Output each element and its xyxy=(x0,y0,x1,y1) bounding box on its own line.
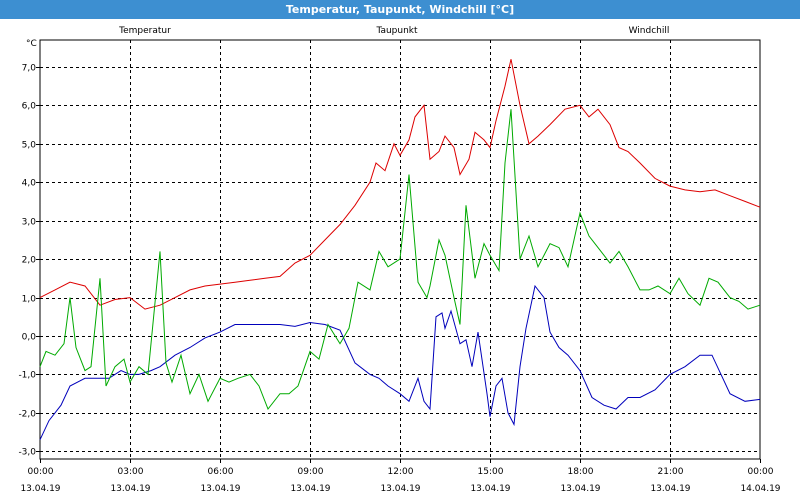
x-tick-time: 09:00 xyxy=(298,467,324,477)
x-tick-date: 13.04.19 xyxy=(290,484,330,494)
x-tick-date: 13.04.19 xyxy=(650,484,690,494)
legend-item-windchill: Windchill xyxy=(629,26,670,36)
x-tick-time: 12:00 xyxy=(388,467,414,477)
legend-item-temperatur: Temperatur xyxy=(118,26,171,36)
series-line-taupunkt xyxy=(39,284,761,441)
legend-item-taupunkt: Taupunkt xyxy=(375,26,418,36)
y-tick-label: -3,0 xyxy=(18,448,36,458)
x-tick-time: 03:00 xyxy=(118,467,144,477)
y-axis-label: °C xyxy=(26,39,37,49)
x-tick-date: 13.04.19 xyxy=(380,484,420,494)
x-tick-date: 13.04.19 xyxy=(560,484,600,494)
window-title: Temperatur, Taupunkt, Windchill [°C] xyxy=(0,0,800,19)
y-tick-label: 6,0 xyxy=(22,102,37,112)
x-tick-time: 15:00 xyxy=(478,467,504,477)
y-tick-label: -1,0 xyxy=(18,371,36,381)
y-tick-label: 1,0 xyxy=(22,295,37,305)
x-tick-date: 13.04.19 xyxy=(200,484,240,494)
y-tick-label: 0,0 xyxy=(22,333,37,343)
y-tick-label: 7,0 xyxy=(22,64,37,74)
y-tick-label: 2,0 xyxy=(22,256,37,266)
x-tick-date: 13.04.19 xyxy=(20,484,60,494)
series-line-windchill xyxy=(39,109,761,410)
x-tick-date: 13.04.19 xyxy=(110,484,150,494)
x-tick-time: 00:00 xyxy=(28,467,54,477)
y-tick-label: -2,0 xyxy=(18,410,36,420)
y-tick-label: 3,0 xyxy=(22,218,37,228)
x-tick-time: 06:00 xyxy=(208,467,234,477)
series-line-temperatur xyxy=(39,59,761,310)
x-tick-time: 21:00 xyxy=(658,467,684,477)
x-tick-date: 14.04.19 xyxy=(740,484,780,494)
line-chart: -3,0 -2,0 -1,0 0,0 1,0 2,0 3,0 4,0 5,0 6,0 7,0 00:0… xyxy=(18,26,780,494)
x-tick-time: 18:00 xyxy=(568,467,594,477)
x-tick-time: 00:00 xyxy=(748,467,774,477)
x-tick-date: 13.04.19 xyxy=(470,484,510,494)
y-tick-label: 5,0 xyxy=(22,141,37,151)
y-tick-label: 4,0 xyxy=(22,179,37,189)
